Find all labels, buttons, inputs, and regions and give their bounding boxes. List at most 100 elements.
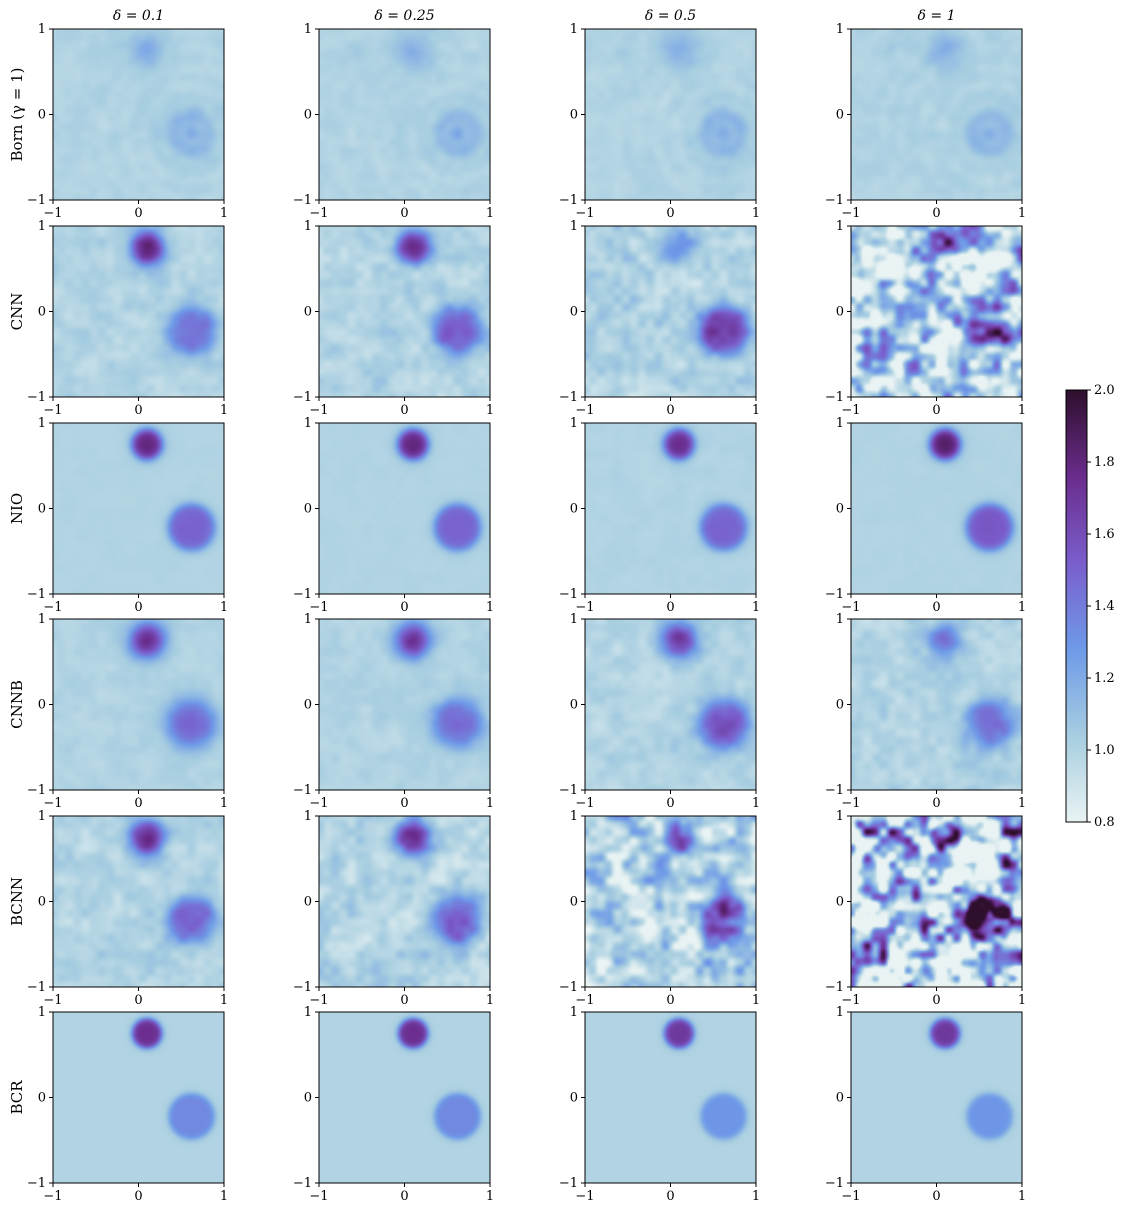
x-tick-label: 0 [666, 600, 674, 615]
row-label: BCR [8, 1080, 26, 1115]
column-title: δ = 0.25 [374, 8, 434, 24]
y-tick-label: 0 [304, 1091, 312, 1106]
y-tick-label: 0 [836, 502, 844, 517]
heatmap-image [319, 29, 490, 200]
x-tick-label: 1 [486, 206, 494, 221]
y-tick-label: −1 [27, 980, 46, 995]
heatmap-image [53, 423, 224, 594]
y-tick-label: −1 [559, 587, 578, 602]
x-tick-label: 0 [400, 600, 408, 615]
x-tick-label: 0 [134, 403, 142, 418]
y-tick-label: −1 [825, 1176, 844, 1191]
panel-r4-c1: −1 0 1 1 0 −1 [293, 809, 494, 1008]
y-tick-label: 0 [836, 108, 844, 123]
x-tick-label: 0 [134, 796, 142, 811]
y-tick-label: 1 [38, 416, 46, 431]
y-tick-label: 0 [304, 108, 312, 123]
x-tick-label: 0 [666, 403, 674, 418]
x-tick-label: 0 [400, 993, 408, 1008]
y-tick-label: −1 [293, 980, 312, 995]
panel-r3-c3: −1 0 1 1 0 −1 [825, 612, 1026, 811]
heatmap-image [851, 29, 1022, 200]
y-tick-label: 0 [836, 1091, 844, 1106]
x-tick-label: −1 [309, 993, 328, 1008]
column-title: δ = 1 [918, 8, 956, 24]
x-tick-label: 0 [932, 1189, 940, 1204]
panel-r1-c3: −1 0 1 1 0 −1 [825, 219, 1026, 418]
y-tick-label: −1 [27, 1176, 46, 1191]
y-tick-label: 0 [570, 108, 578, 123]
x-tick-label: −1 [575, 796, 594, 811]
x-tick-label: 1 [1018, 1189, 1026, 1204]
x-tick-label: 0 [932, 993, 940, 1008]
panel-r2-c3: −1 0 1 1 0 −1 [825, 416, 1026, 615]
row-label: CNN [8, 293, 26, 331]
colorbar-tick-label: 1.0 [1094, 743, 1115, 758]
panel-r5-c1: −1 0 1 1 0 −1 [293, 1005, 494, 1204]
y-tick-label: −1 [559, 783, 578, 798]
y-tick-label: −1 [825, 587, 844, 602]
row-label: NIO [8, 493, 26, 524]
x-tick-label: 1 [220, 993, 228, 1008]
y-tick-label: 1 [836, 22, 844, 37]
heatmap-image [851, 816, 1022, 987]
x-tick-label: −1 [43, 1189, 62, 1204]
y-tick-label: −1 [825, 980, 844, 995]
colorbar-tick-label: 0.8 [1094, 815, 1115, 830]
x-tick-label: 1 [752, 796, 760, 811]
y-tick-label: 1 [836, 1005, 844, 1020]
y-tick-label: 1 [38, 809, 46, 824]
y-tick-label: −1 [27, 783, 46, 798]
y-tick-label: 0 [570, 698, 578, 713]
panel-r4-c2: −1 0 1 1 0 −1 [559, 809, 760, 1008]
y-tick-label: −1 [293, 1176, 312, 1191]
x-tick-label: −1 [309, 600, 328, 615]
x-tick-label: 0 [666, 1189, 674, 1204]
x-tick-label: 0 [400, 1189, 408, 1204]
x-tick-label: 0 [134, 206, 142, 221]
y-tick-label: 1 [38, 1005, 46, 1020]
heatmap-image [319, 1012, 490, 1183]
heatmap-image [319, 816, 490, 987]
panel-r3-c1: −1 0 1 1 0 −1 [293, 612, 494, 811]
x-tick-label: −1 [309, 403, 328, 418]
x-tick-label: 1 [486, 796, 494, 811]
x-tick-label: 0 [932, 600, 940, 615]
panel-r5-c3: −1 0 1 1 0 −1 [825, 1005, 1026, 1204]
x-tick-label: −1 [841, 403, 860, 418]
y-tick-label: 0 [570, 305, 578, 320]
y-tick-label: 1 [570, 1005, 578, 1020]
x-tick-label: 1 [1018, 206, 1026, 221]
heatmap-image [851, 423, 1022, 594]
x-tick-label: 1 [220, 206, 228, 221]
colorbar-tick-label: 1.6 [1094, 527, 1115, 542]
x-tick-label: −1 [575, 403, 594, 418]
x-tick-label: −1 [575, 1189, 594, 1204]
y-tick-label: 0 [304, 895, 312, 910]
x-tick-label: 1 [220, 403, 228, 418]
y-tick-label: 1 [38, 22, 46, 37]
y-tick-label: 1 [304, 612, 312, 627]
y-tick-label: −1 [293, 193, 312, 208]
y-tick-label: 1 [570, 612, 578, 627]
y-tick-label: 0 [38, 698, 46, 713]
y-tick-label: −1 [27, 193, 46, 208]
x-tick-label: −1 [841, 206, 860, 221]
y-tick-label: 0 [304, 698, 312, 713]
panel-r1-c1: −1 0 1 1 0 −1 [293, 219, 494, 418]
x-tick-label: −1 [309, 1189, 328, 1204]
x-tick-label: −1 [309, 206, 328, 221]
x-tick-label: 0 [666, 993, 674, 1008]
y-tick-label: −1 [559, 193, 578, 208]
y-tick-label: −1 [27, 587, 46, 602]
heatmap-image [319, 619, 490, 790]
x-tick-label: −1 [575, 993, 594, 1008]
x-tick-label: 1 [752, 600, 760, 615]
y-tick-label: 1 [304, 22, 312, 37]
y-tick-label: −1 [559, 1176, 578, 1191]
y-tick-label: 0 [304, 502, 312, 517]
y-tick-label: 1 [836, 809, 844, 824]
panel-r0-c1: −1 0 1 1 0 −1 [293, 22, 494, 221]
y-tick-label: 1 [570, 22, 578, 37]
y-tick-label: 1 [836, 416, 844, 431]
